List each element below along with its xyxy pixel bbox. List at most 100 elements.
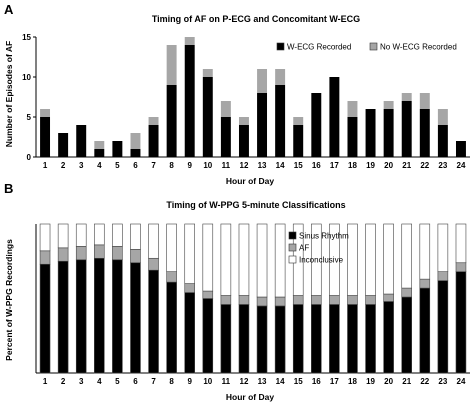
bar-sinus-rhythm: [329, 304, 340, 374]
x-tick-label: 21: [402, 161, 411, 170]
chart-a-xlabel: Hour of Day: [226, 176, 274, 186]
bar-inconclusive: [256, 223, 268, 298]
bar-no-w-ecg-recorded: [275, 69, 286, 85]
bar-sinus-rhythm: [292, 304, 304, 374]
legend-swatch-sinus-rhythm: [288, 231, 297, 240]
bar-w-ecg-recorded: [257, 93, 268, 157]
bar-inconclusive: [166, 223, 177, 272]
bar-inconclusive: [75, 223, 87, 247]
bar-af: [130, 249, 141, 264]
bar-no-w-ecg-recorded: [419, 93, 430, 109]
y-tick-label: 5: [27, 113, 32, 122]
bar-no-w-ecg-recorded: [202, 69, 213, 77]
x-tick-label: 5: [115, 161, 120, 170]
bar-sinus-rhythm: [437, 280, 449, 374]
x-tick-label: 9: [187, 377, 192, 386]
bar-af: [401, 287, 412, 298]
x-tick-label: 1: [43, 377, 48, 386]
bar-sinus-rhythm: [166, 281, 177, 374]
chart-b-title: Timing of W-PPG 5-minute Classifications: [166, 200, 345, 210]
bar-inconclusive: [202, 223, 214, 292]
x-tick-label: 10: [203, 377, 212, 386]
bar-af: [166, 271, 177, 283]
legend-swatch-no-w-ecg-recorded: [369, 42, 378, 51]
bar-w-ecg-recorded: [220, 117, 231, 157]
bar-sinus-rhythm: [112, 259, 123, 374]
bar-sinus-rhythm: [383, 301, 394, 374]
bar-inconclusive: [329, 223, 340, 296]
bar-inconclusive: [148, 223, 159, 259]
chart-b-xlabel: Hour of Day: [226, 392, 274, 402]
bar-inconclusive: [57, 223, 69, 249]
x-tick-label: 11: [222, 377, 231, 386]
bar-inconclusive: [383, 223, 394, 295]
bar-no-w-ecg-recorded: [347, 101, 358, 117]
bar-sinus-rhythm: [220, 304, 232, 374]
bar-sinus-rhythm: [75, 259, 87, 374]
bar-sinus-rhythm: [184, 292, 195, 374]
bar-af: [437, 271, 449, 281]
x-tick-label: 15: [294, 161, 303, 170]
y-tick-label: 0: [27, 153, 32, 162]
x-tick-label: 23: [438, 161, 447, 170]
x-tick-label: 8: [169, 161, 174, 170]
bar-af: [256, 296, 268, 307]
chart-b-ylabel: Percent of W-PPG Recordings: [4, 239, 14, 361]
bar-no-w-ecg-recorded: [383, 101, 394, 109]
bar-sinus-rhythm: [238, 304, 250, 374]
bar-inconclusive: [347, 223, 358, 296]
legend-label-sinus-rhythm: Sinus Rhythm: [299, 232, 349, 241]
bar-sinus-rhythm: [57, 260, 69, 374]
bar-af: [57, 247, 69, 262]
x-tick-label: 12: [240, 161, 249, 170]
bar-no-w-ecg-recorded: [437, 109, 448, 125]
bar-inconclusive: [112, 223, 123, 247]
x-tick-label: 20: [384, 377, 393, 386]
bar-inconclusive: [401, 223, 412, 289]
x-tick-label: 9: [187, 161, 192, 170]
legend-label-af: AF: [299, 244, 309, 253]
x-tick-label: 10: [203, 161, 212, 170]
bar-sinus-rhythm: [39, 263, 51, 374]
x-tick-label: 21: [402, 377, 411, 386]
x-tick-label: 5: [115, 377, 120, 386]
x-tick-label: 24: [457, 377, 466, 386]
bar-w-ecg-recorded: [76, 125, 87, 157]
bar-no-w-ecg-recorded: [166, 45, 177, 85]
bar-w-ecg-recorded: [184, 45, 195, 157]
legend-swatch-w-ecg-recorded: [276, 42, 285, 51]
bar-af: [329, 295, 340, 305]
bar-no-w-ecg-recorded: [220, 101, 231, 117]
bar-w-ecg-recorded: [455, 141, 466, 157]
bar-af: [238, 295, 250, 305]
x-tick-label: 4: [97, 161, 102, 170]
panel-a-label: A: [4, 2, 14, 17]
panel-b-label: B: [4, 181, 13, 196]
bar-no-w-ecg-recorded: [401, 93, 412, 101]
legend-swatch-af: [288, 243, 297, 252]
bar-af: [75, 246, 87, 261]
bar-w-ecg-recorded: [329, 77, 340, 157]
bar-inconclusive: [437, 223, 449, 272]
bar-af: [311, 295, 322, 305]
bar-w-ecg-recorded: [419, 109, 430, 157]
bar-sinus-rhythm: [256, 305, 268, 374]
x-tick-label: 13: [258, 377, 267, 386]
bar-af: [39, 250, 51, 265]
bar-w-ecg-recorded: [401, 101, 412, 157]
bar-inconclusive: [274, 223, 286, 298]
bar-af: [184, 283, 195, 293]
bar-af: [202, 290, 214, 299]
bar-w-ecg-recorded: [40, 117, 51, 157]
x-tick-label: 12: [240, 377, 249, 386]
y-tick-label: 10: [22, 73, 31, 82]
bar-sinus-rhythm: [347, 304, 358, 374]
bar-w-ecg-recorded: [148, 125, 159, 157]
bar-w-ecg-recorded: [365, 109, 376, 157]
x-tick-label: 19: [366, 377, 375, 386]
legend-label-w-ecg-recorded: W-ECG Recorded: [287, 43, 351, 52]
x-tick-label: 24: [457, 161, 466, 170]
bar-no-w-ecg-recorded: [148, 117, 159, 125]
